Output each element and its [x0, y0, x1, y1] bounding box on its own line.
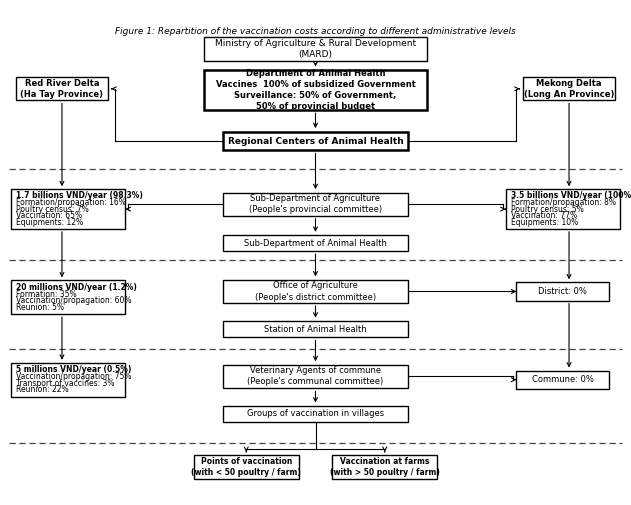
Text: Regional Centers of Animal Health: Regional Centers of Animal Health — [228, 137, 403, 146]
FancyBboxPatch shape — [11, 189, 126, 229]
FancyBboxPatch shape — [194, 455, 299, 479]
Text: Formation/propagation: 8%: Formation/propagation: 8% — [510, 198, 616, 207]
FancyBboxPatch shape — [505, 189, 620, 229]
Text: District: 0%: District: 0% — [538, 287, 587, 296]
Text: Poultry census: 7%: Poultry census: 7% — [16, 205, 88, 214]
Text: Red River Delta
(Ha Tay Province): Red River Delta (Ha Tay Province) — [20, 79, 103, 99]
FancyBboxPatch shape — [223, 192, 408, 216]
FancyBboxPatch shape — [223, 365, 408, 388]
Text: Vaccination: 65%: Vaccination: 65% — [16, 211, 82, 220]
Text: Equipments: 10%: Equipments: 10% — [510, 218, 578, 227]
Text: Station of Animal Health: Station of Animal Health — [264, 325, 367, 334]
Text: Office of Agriculture
(People's district committee): Office of Agriculture (People's district… — [255, 281, 376, 301]
Text: Poultry census: 5%: Poultry census: 5% — [510, 205, 583, 214]
Text: Ministry of Agriculture & Rural Development
(MARD): Ministry of Agriculture & Rural Developm… — [215, 39, 416, 59]
FancyBboxPatch shape — [517, 371, 610, 389]
FancyBboxPatch shape — [223, 235, 408, 251]
FancyBboxPatch shape — [223, 132, 408, 150]
FancyBboxPatch shape — [11, 280, 126, 314]
Text: Vaccination: 77%: Vaccination: 77% — [510, 211, 577, 220]
Text: Figure 1: Repartition of the vaccination costs according to different administra: Figure 1: Repartition of the vaccination… — [115, 27, 516, 36]
Text: Veterinary Agents of commune
(People's communal committee): Veterinary Agents of commune (People's c… — [247, 366, 384, 386]
Text: Formation/propagation: 16%: Formation/propagation: 16% — [16, 198, 126, 207]
Text: 20 millions VND/year (1.2%): 20 millions VND/year (1.2%) — [16, 283, 137, 292]
Text: Mekong Delta
(Long An Province): Mekong Delta (Long An Province) — [524, 79, 614, 99]
FancyBboxPatch shape — [16, 77, 109, 100]
Text: 1.7 billions VND/year (98.3%): 1.7 billions VND/year (98.3%) — [16, 191, 143, 200]
Text: Equipments: 12%: Equipments: 12% — [16, 218, 83, 227]
Text: Vaccination at farms
(with > 50 poultry / farm): Vaccination at farms (with > 50 poultry … — [330, 457, 440, 477]
Text: Points of vaccination
(with < 50 poultry / farm): Points of vaccination (with < 50 poultry… — [191, 457, 301, 477]
FancyBboxPatch shape — [223, 280, 408, 303]
FancyBboxPatch shape — [522, 77, 615, 100]
Text: 3.5 billions VND/year (100%): 3.5 billions VND/year (100%) — [510, 191, 631, 200]
Text: Commune: 0%: Commune: 0% — [532, 375, 594, 384]
FancyBboxPatch shape — [204, 70, 427, 110]
Text: Formation: 35%: Formation: 35% — [16, 289, 76, 298]
FancyBboxPatch shape — [204, 37, 427, 61]
FancyBboxPatch shape — [223, 321, 408, 337]
Text: Vaccination/propagation: 75%: Vaccination/propagation: 75% — [16, 372, 131, 381]
FancyBboxPatch shape — [332, 455, 437, 479]
FancyBboxPatch shape — [517, 282, 610, 300]
Text: Sub-Department of Agriculture
(People's provincial committee): Sub-Department of Agriculture (People's … — [249, 194, 382, 214]
Text: Reunion: 5%: Reunion: 5% — [16, 302, 64, 312]
Text: Transport of vaccines: 3%: Transport of vaccines: 3% — [16, 379, 114, 387]
Text: 5 millions VND/year (0.5%): 5 millions VND/year (0.5%) — [16, 365, 131, 374]
Text: Vaccination/propagation: 60%: Vaccination/propagation: 60% — [16, 296, 131, 305]
Text: Groups of vaccination in villages: Groups of vaccination in villages — [247, 409, 384, 418]
FancyBboxPatch shape — [223, 406, 408, 422]
Text: Department of Animal Health
Vaccines  100% of subsidized Government
Surveillance: Department of Animal Health Vaccines 100… — [216, 69, 415, 112]
FancyBboxPatch shape — [11, 363, 126, 397]
Text: Sub-Department of Animal Health: Sub-Department of Animal Health — [244, 238, 387, 247]
Text: Reunion: 22%: Reunion: 22% — [16, 385, 69, 394]
